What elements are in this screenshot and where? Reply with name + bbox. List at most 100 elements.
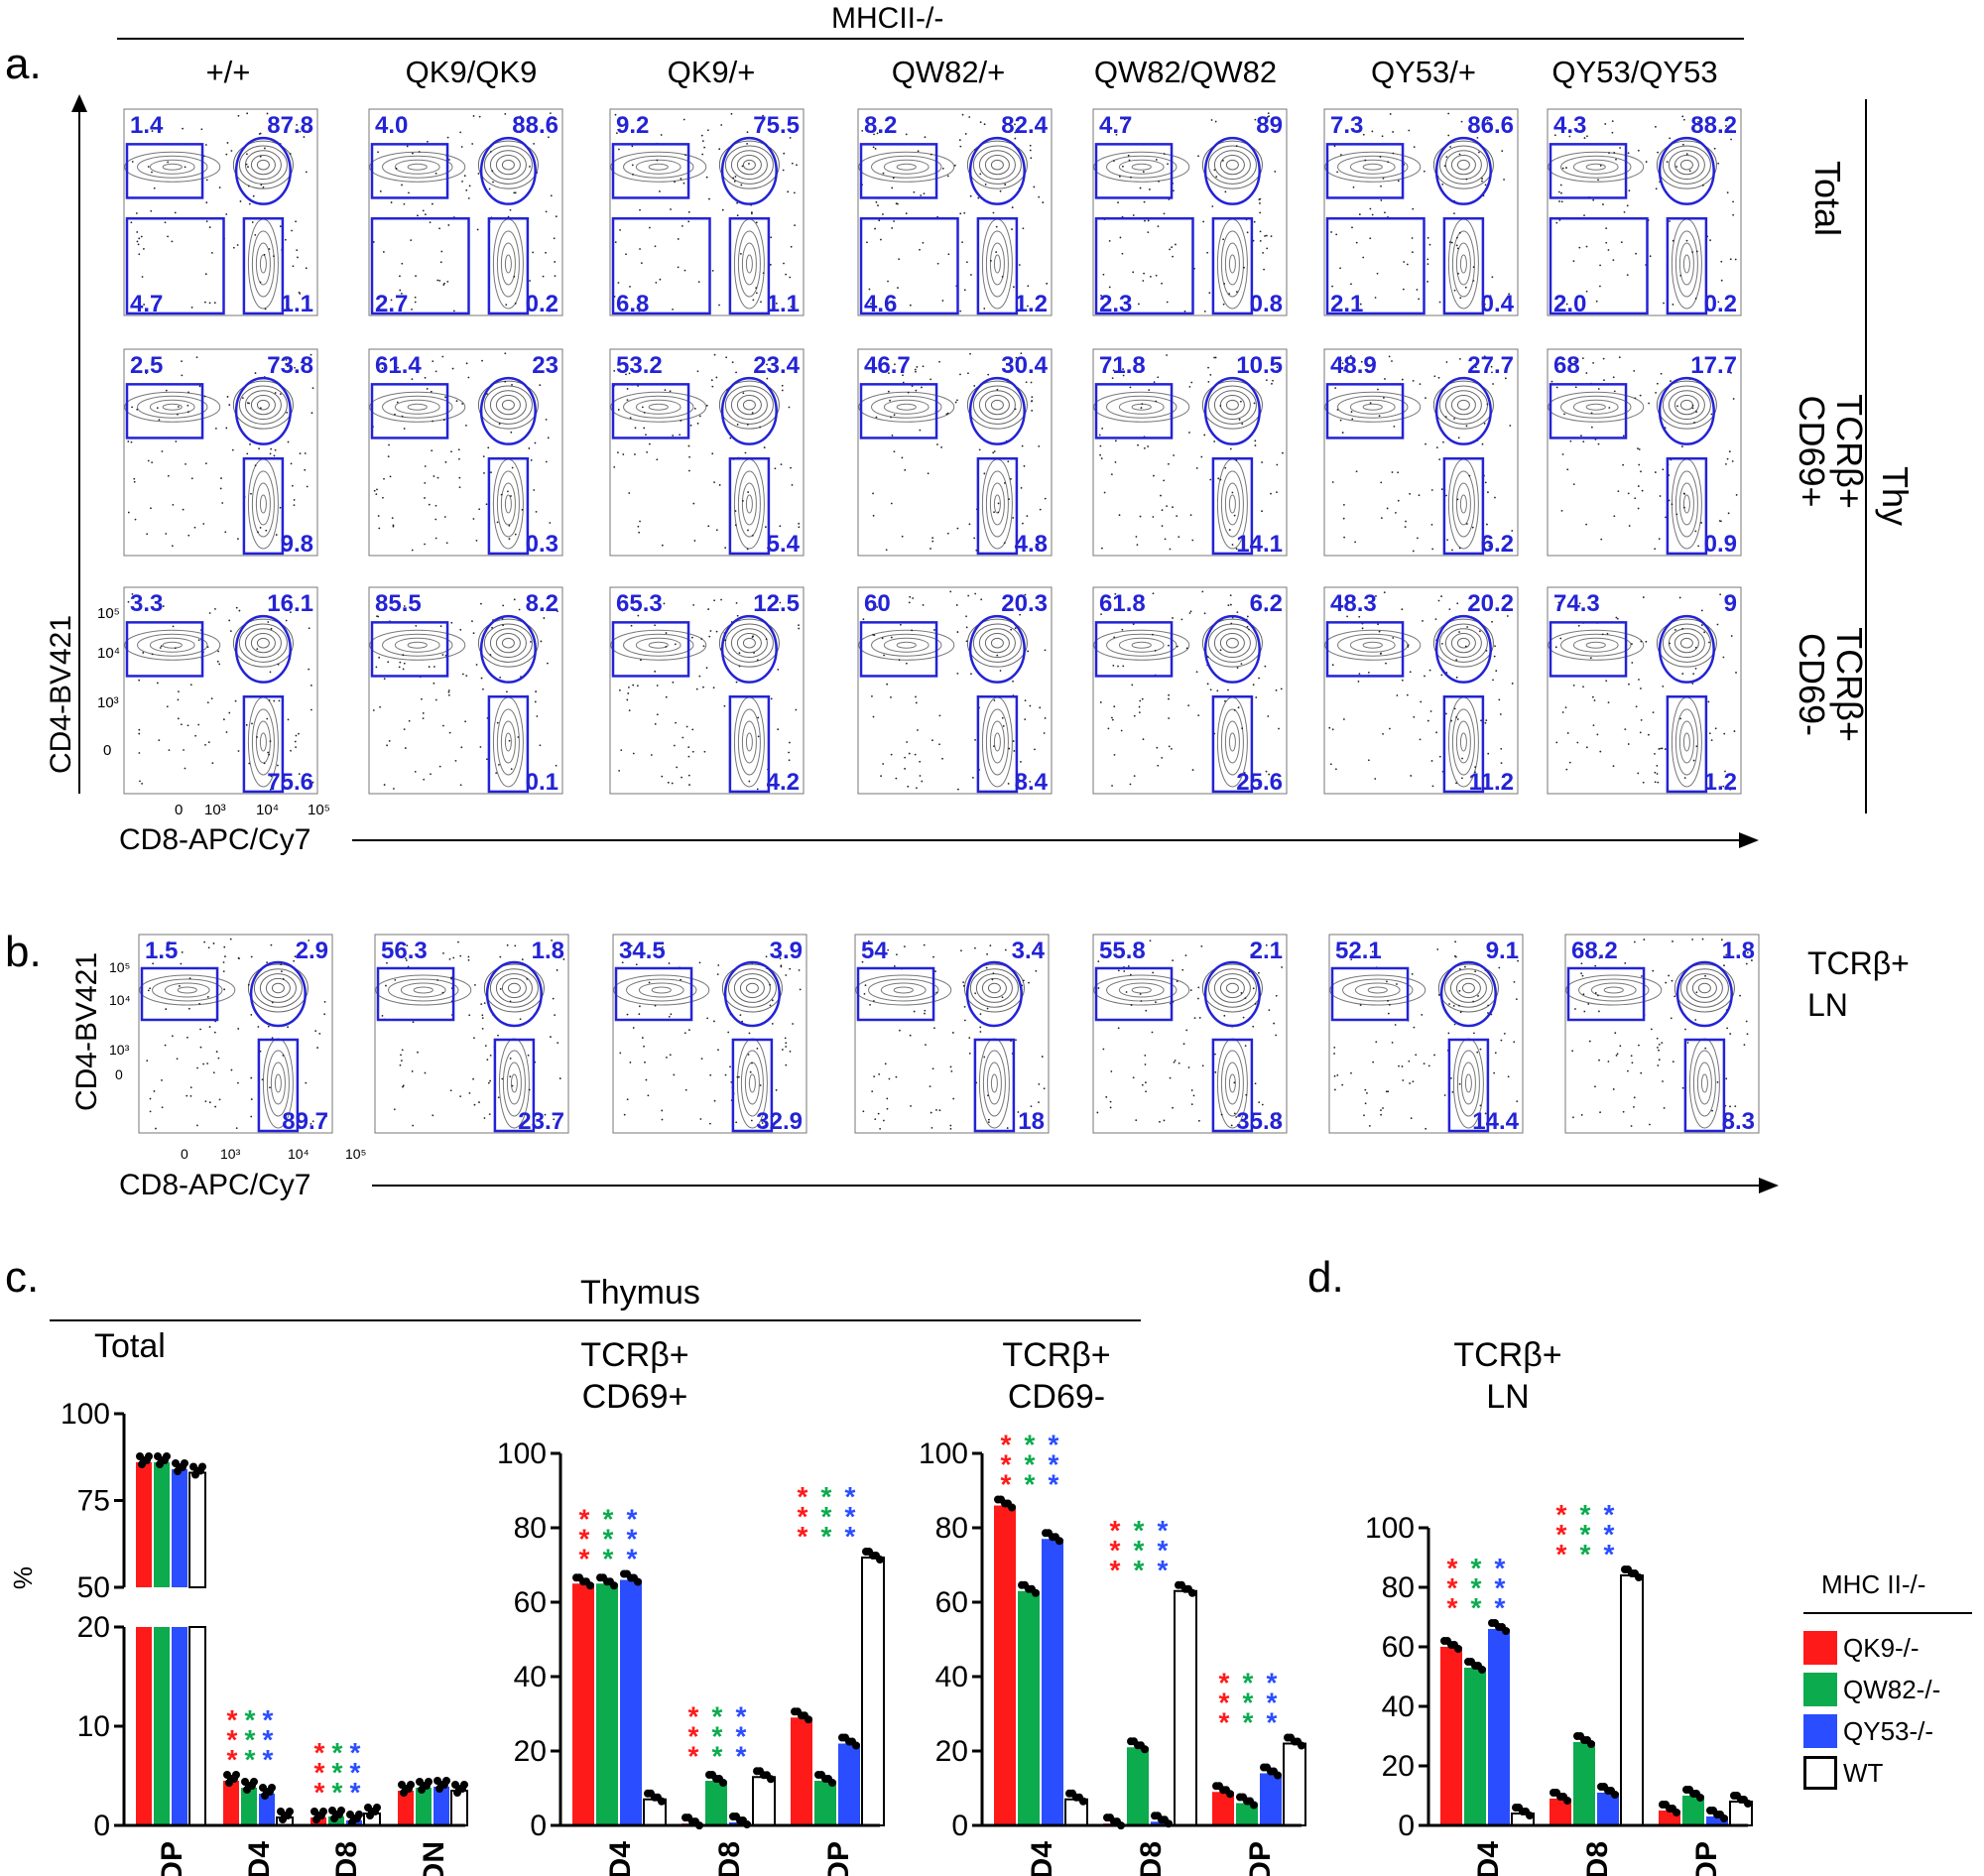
gate-cd8 — [728, 216, 771, 315]
event-dot — [152, 962, 155, 965]
event-dot — [1252, 684, 1255, 687]
event-dot — [1117, 665, 1119, 668]
significance-star: * — [1556, 1519, 1567, 1550]
event-dot — [868, 288, 871, 291]
significance-star: * — [603, 1544, 614, 1574]
event-dot — [654, 370, 657, 373]
contour-line — [495, 633, 521, 654]
event-dot — [208, 302, 211, 305]
event-dot — [741, 1020, 744, 1023]
event-dot — [1111, 716, 1113, 719]
event-dot — [134, 518, 137, 521]
event-dot — [1657, 151, 1659, 154]
event-dot — [1171, 747, 1173, 750]
event-dot — [514, 944, 517, 947]
category-label: DP — [1690, 1841, 1723, 1876]
event-dot — [1261, 510, 1263, 513]
event-dot — [161, 1079, 163, 1081]
event-dot — [504, 352, 507, 355]
flow-plot: 7.3 86.62.1 0.4 — [1323, 108, 1519, 317]
contour-line — [1337, 395, 1409, 419]
event-dot — [250, 1098, 253, 1100]
event-dot — [1176, 515, 1178, 517]
event-dot — [705, 404, 708, 407]
event-dot — [687, 746, 690, 749]
event-dot — [305, 1081, 308, 1084]
event-dot — [1633, 369, 1636, 372]
event-dot — [402, 1085, 404, 1088]
event-dot — [467, 196, 470, 199]
event-dot — [641, 1037, 644, 1039]
event-dot — [760, 301, 762, 304]
event-dot — [630, 944, 633, 947]
event-dot — [1670, 1017, 1673, 1020]
event-dot — [907, 785, 910, 788]
data-point — [140, 1456, 148, 1464]
event-dot — [232, 246, 235, 249]
event-dot — [199, 1046, 202, 1049]
event-dot — [1248, 628, 1250, 631]
event-dot — [1392, 152, 1395, 155]
gate-value-cd4: 1.5 — [145, 938, 178, 964]
contour-line — [1662, 385, 1711, 425]
event-dot — [511, 384, 513, 386]
event-dot — [788, 406, 791, 409]
data-point — [281, 1812, 289, 1819]
contour-line — [1455, 977, 1481, 999]
y-tick-label: 60 — [1382, 1631, 1415, 1664]
flow-plot-frame — [609, 108, 805, 316]
event-dot — [1670, 380, 1672, 383]
event-dot — [640, 659, 642, 662]
contour-line — [883, 399, 930, 415]
event-dot — [306, 485, 309, 488]
contour-line — [256, 637, 270, 649]
event-dot — [1025, 381, 1028, 384]
event-dot — [654, 722, 657, 725]
contour-line — [1349, 159, 1396, 175]
contour-line — [1548, 391, 1645, 423]
data-point — [606, 1577, 614, 1586]
flow-plot-frame — [1547, 586, 1742, 795]
event-dot — [218, 1098, 221, 1101]
event-dot — [1655, 125, 1657, 128]
event-dot — [1431, 785, 1434, 788]
event-dot — [788, 594, 790, 597]
event-dot — [1182, 1043, 1185, 1046]
event-dot — [1039, 508, 1042, 511]
event-dot — [412, 1021, 415, 1024]
event-dot — [1598, 956, 1601, 959]
event-dot — [1018, 264, 1021, 266]
event-dot — [1498, 966, 1501, 969]
event-dot — [246, 112, 249, 115]
contour-line — [858, 391, 955, 423]
event-dot — [874, 1118, 877, 1121]
event-dot — [765, 638, 768, 641]
event-dot — [258, 447, 260, 450]
event-dot — [1498, 698, 1501, 701]
flow-plot-frame — [123, 586, 318, 795]
data-point — [1662, 1801, 1670, 1809]
event-dot — [1681, 1086, 1684, 1089]
flow-plot-frame — [1323, 348, 1519, 557]
event-dot — [1339, 154, 1342, 156]
event-dot — [1449, 146, 1452, 148]
event-dot — [687, 210, 690, 213]
contour-line — [495, 155, 521, 176]
event-dot — [1459, 1011, 1462, 1014]
event-dot — [452, 956, 455, 959]
event-dot — [1155, 274, 1158, 277]
event-dot — [613, 465, 616, 468]
event-dot — [703, 750, 706, 753]
event-dot — [214, 1105, 217, 1108]
event-dot — [1383, 591, 1386, 594]
event-dot — [1143, 200, 1146, 203]
event-dot — [1007, 783, 1010, 785]
event-dot — [1187, 1066, 1190, 1068]
gate-dp — [1434, 376, 1492, 445]
event-dot — [1743, 1044, 1746, 1047]
event-dot — [1729, 1105, 1731, 1108]
data-point — [1607, 1787, 1615, 1795]
event-dot — [1236, 611, 1239, 614]
contour-line — [1585, 641, 1606, 649]
contour-line — [232, 618, 294, 668]
